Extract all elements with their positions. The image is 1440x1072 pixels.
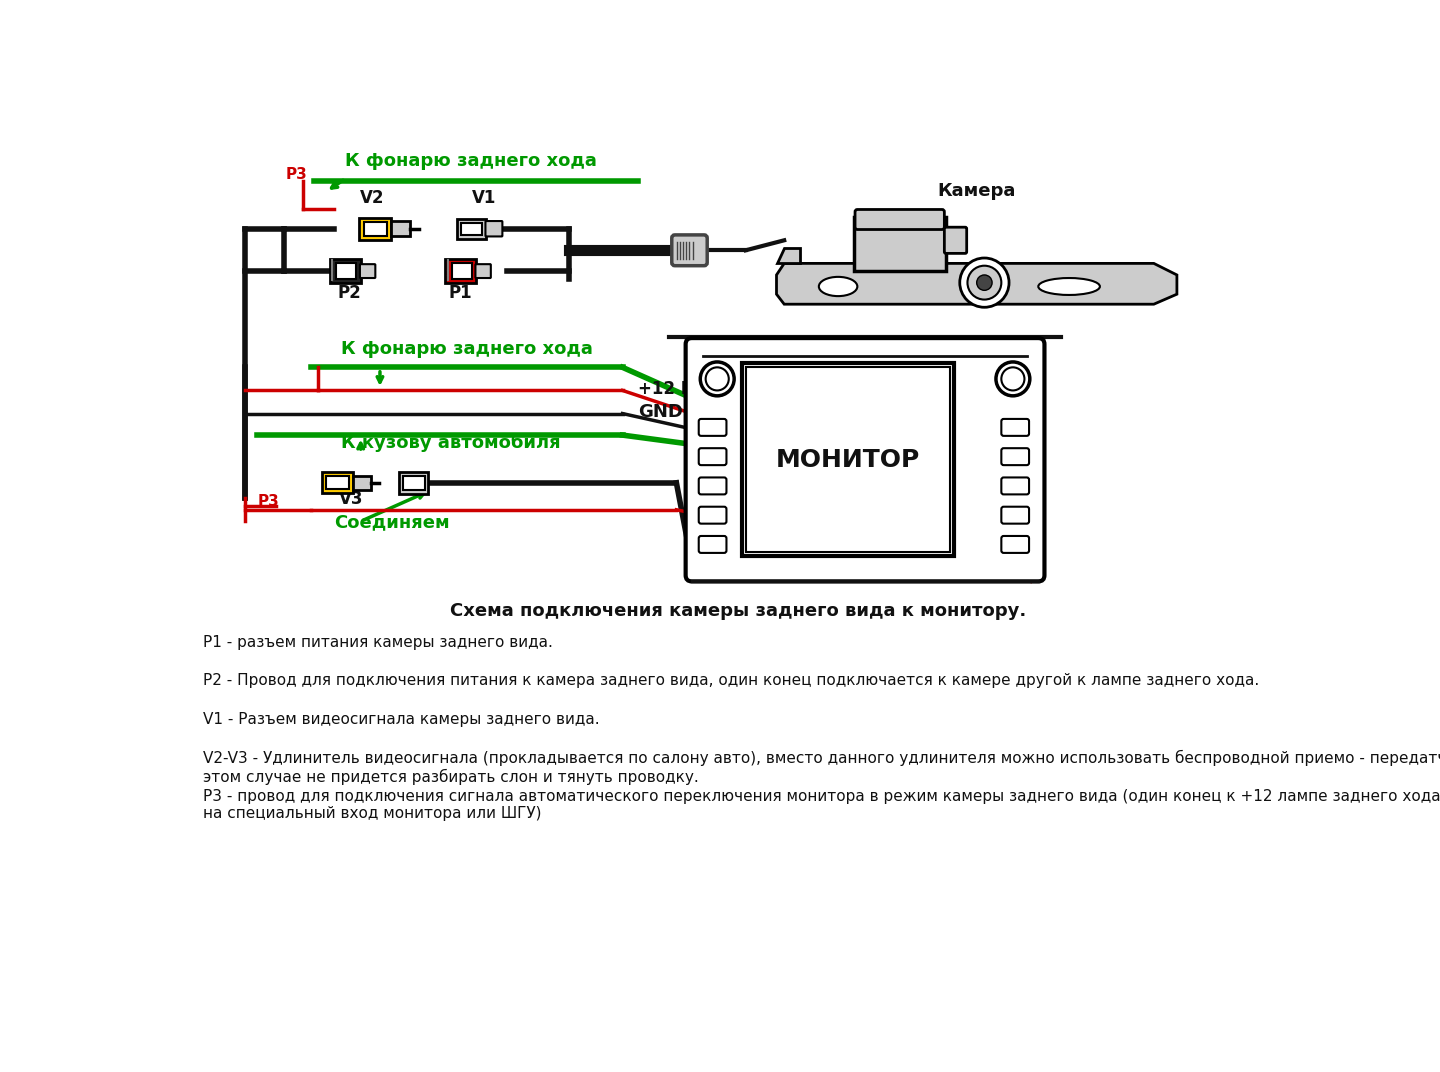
FancyBboxPatch shape	[1001, 419, 1030, 436]
Ellipse shape	[819, 277, 857, 296]
FancyBboxPatch shape	[452, 264, 471, 279]
Text: GND: GND	[638, 403, 683, 421]
Circle shape	[996, 362, 1030, 396]
FancyBboxPatch shape	[360, 218, 392, 240]
FancyBboxPatch shape	[445, 258, 477, 283]
Text: P3: P3	[287, 167, 308, 182]
Text: Р3 - провод для подключения сигнала автоматического переключения монитора в режи: Р3 - провод для подключения сигнала авто…	[203, 789, 1440, 821]
Text: Схема подключения камеры заднего вида к монитору.: Схема подключения камеры заднего вида к …	[449, 602, 1027, 621]
Text: P1: P1	[449, 284, 472, 302]
FancyBboxPatch shape	[461, 223, 482, 235]
Text: P2 - Провод для подключения питания к камера заднего вида, один конец подключает: P2 - Провод для подключения питания к ка…	[203, 673, 1259, 688]
Circle shape	[968, 266, 1001, 299]
FancyBboxPatch shape	[403, 476, 425, 490]
Circle shape	[960, 258, 1009, 308]
Text: МОНИТОР: МОНИТОР	[776, 448, 920, 472]
Ellipse shape	[1038, 278, 1100, 295]
FancyBboxPatch shape	[698, 477, 726, 494]
FancyBboxPatch shape	[336, 264, 356, 279]
Text: V1 - Разъем видеосигнала камеры заднего вида.: V1 - Разъем видеосигнала камеры заднего …	[203, 712, 599, 727]
FancyBboxPatch shape	[485, 221, 503, 237]
Polygon shape	[776, 248, 799, 264]
FancyBboxPatch shape	[698, 507, 726, 523]
Text: V1: V1	[472, 189, 497, 207]
Circle shape	[700, 362, 734, 396]
FancyBboxPatch shape	[746, 368, 950, 552]
Circle shape	[976, 274, 992, 291]
Text: V3: V3	[340, 490, 364, 508]
FancyBboxPatch shape	[698, 536, 726, 553]
Circle shape	[706, 368, 729, 390]
FancyBboxPatch shape	[456, 219, 487, 239]
FancyBboxPatch shape	[855, 209, 945, 229]
FancyBboxPatch shape	[392, 221, 410, 236]
Circle shape	[1001, 368, 1024, 390]
FancyBboxPatch shape	[475, 264, 491, 278]
Text: P3: P3	[258, 494, 279, 509]
FancyBboxPatch shape	[854, 218, 946, 271]
Text: Соединяем: Соединяем	[334, 513, 449, 532]
Text: К кузову автомобиля: К кузову автомобиля	[341, 434, 562, 452]
FancyBboxPatch shape	[353, 476, 370, 490]
FancyBboxPatch shape	[399, 472, 429, 493]
Text: V2: V2	[360, 189, 384, 207]
FancyBboxPatch shape	[330, 258, 360, 283]
FancyBboxPatch shape	[1001, 448, 1030, 465]
FancyBboxPatch shape	[685, 338, 1044, 581]
Polygon shape	[776, 264, 1176, 304]
FancyBboxPatch shape	[1001, 536, 1030, 553]
FancyBboxPatch shape	[1001, 507, 1030, 523]
FancyBboxPatch shape	[1001, 477, 1030, 494]
Text: Камера: Камера	[937, 182, 1015, 200]
Text: P1 - разъем питания камеры заднего вида.: P1 - разъем питания камеры заднего вида.	[203, 635, 553, 650]
Text: V2-V3 - Удлинитель видеосигнала (прокладывается по салону авто), вместо данного : V2-V3 - Удлинитель видеосигнала (проклад…	[203, 750, 1440, 785]
Text: К фонарю заднего хода: К фонарю заднего хода	[341, 340, 593, 358]
FancyBboxPatch shape	[363, 222, 387, 236]
FancyBboxPatch shape	[698, 419, 726, 436]
FancyBboxPatch shape	[945, 227, 966, 253]
FancyBboxPatch shape	[327, 476, 348, 489]
Text: P2: P2	[337, 284, 361, 302]
FancyBboxPatch shape	[742, 363, 953, 556]
FancyBboxPatch shape	[698, 448, 726, 465]
Text: К фонарю заднего хода: К фонарю заднего хода	[346, 152, 598, 170]
FancyBboxPatch shape	[360, 264, 376, 278]
FancyBboxPatch shape	[323, 473, 353, 493]
FancyBboxPatch shape	[672, 235, 707, 266]
Text: +12 В: +12 В	[638, 379, 693, 398]
